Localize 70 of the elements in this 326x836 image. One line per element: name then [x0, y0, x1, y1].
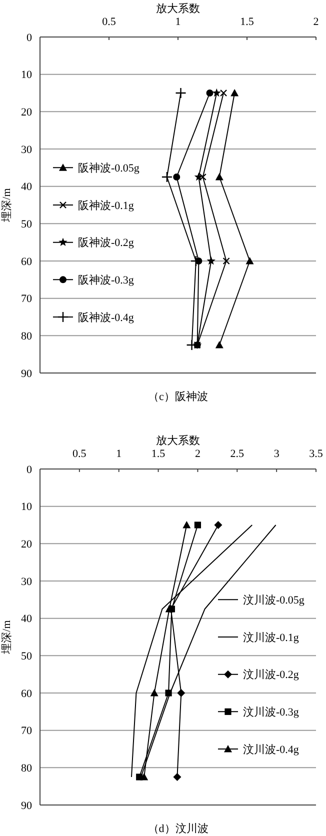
legend-label: 汶川波-0.3g — [243, 706, 300, 719]
y-tick-label: 0 — [26, 32, 32, 44]
x-tick-label: 3 — [274, 448, 280, 460]
x-axis-title: 放大系数 — [156, 434, 200, 447]
legend-label: 阪神波-0.05g — [78, 162, 140, 175]
y-tick-label: 20 — [21, 538, 32, 551]
y-tick-label: 70 — [21, 725, 32, 738]
point — [212, 88, 222, 97]
point — [161, 171, 173, 183]
point — [173, 773, 182, 781]
text: （d）汶川波 — [148, 822, 208, 835]
point — [150, 689, 158, 696]
point — [194, 522, 202, 528]
legend-label: 阪神波-0.4g — [78, 310, 134, 324]
point — [140, 773, 148, 780]
point — [246, 257, 254, 264]
x-tick-label: 1 — [116, 448, 122, 460]
y-tick-label: 50 — [21, 650, 32, 663]
y-tick-label: 30 — [21, 576, 32, 588]
point — [230, 89, 239, 96]
x-tick-label: 1.5 — [240, 16, 254, 28]
y-tick-label: 60 — [21, 688, 32, 700]
legend-label: 汶川波-0.2g — [243, 668, 300, 682]
y-tick-label: 80 — [21, 762, 32, 775]
x-tick-label: 3.5 — [309, 448, 324, 460]
point — [175, 87, 186, 99]
y-tick-label: 90 — [21, 368, 32, 380]
point — [215, 341, 224, 348]
point — [173, 174, 180, 180]
point — [220, 89, 228, 97]
point — [214, 521, 222, 529]
point — [222, 257, 230, 265]
x-axis-title: 放大系数 — [156, 2, 200, 15]
point — [182, 521, 191, 528]
y-tick-label: 10 — [21, 501, 32, 514]
y-tick-label: 40 — [21, 613, 32, 626]
x-tick-label: 0.5 — [72, 448, 87, 460]
y-tick-label: 10 — [21, 69, 32, 82]
legend-label: 阪神波-0.3g — [78, 274, 134, 287]
y-tick-label: 70 — [21, 293, 32, 306]
y-tick-label: 50 — [21, 218, 32, 231]
x-tick-label: 0.5 — [102, 16, 116, 28]
point — [206, 90, 214, 96]
y-tick-label: 80 — [21, 330, 32, 343]
y-tick-label: 20 — [21, 106, 32, 119]
point — [194, 172, 204, 181]
x-tick-label: 2.5 — [230, 448, 245, 460]
point — [177, 689, 186, 697]
point — [199, 173, 206, 181]
legend-label: 汶川波-0.1g — [243, 630, 300, 644]
point — [165, 690, 172, 696]
y-tick-label: 30 — [21, 144, 32, 156]
point — [165, 605, 174, 612]
y-tick-label: 90 — [21, 800, 32, 812]
point — [215, 173, 224, 180]
legend-label: 汶川波-0.4g — [243, 742, 300, 756]
legend-label: 阪神波-0.2g — [78, 236, 134, 250]
x-tick-label: 1.5 — [151, 448, 166, 460]
legend-label: 阪神波-0.1g — [78, 198, 134, 212]
y-tick-label: 60 — [21, 256, 32, 268]
x-tick-label: 1 — [175, 16, 181, 28]
x-tick-label: 2 — [313, 16, 319, 28]
point — [206, 256, 216, 265]
y-tick-label: 40 — [21, 181, 32, 194]
y-tick-label: 0 — [26, 464, 32, 476]
y-axis-title: 埋深/m — [1, 188, 13, 223]
legend-label: 汶川波-0.05g — [243, 594, 305, 607]
text: （c）阪神波 — [148, 390, 208, 403]
x-tick-label: 2 — [194, 448, 200, 460]
y-axis-title: 埋深/m — [1, 620, 13, 655]
